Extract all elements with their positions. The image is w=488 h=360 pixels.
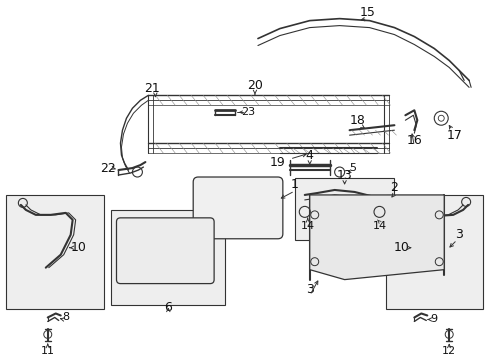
- Text: 1: 1: [290, 179, 298, 192]
- Text: 7: 7: [126, 265, 134, 275]
- Text: 2: 2: [390, 181, 398, 194]
- Text: 17: 17: [446, 129, 461, 142]
- Text: 18: 18: [349, 114, 365, 127]
- FancyBboxPatch shape: [193, 177, 282, 239]
- Text: 19: 19: [269, 156, 285, 168]
- FancyBboxPatch shape: [116, 218, 214, 284]
- Text: 21: 21: [144, 82, 160, 95]
- Text: 10: 10: [71, 241, 86, 254]
- Polygon shape: [309, 195, 443, 280]
- Text: 15: 15: [359, 6, 375, 19]
- Text: 10: 10: [393, 241, 408, 254]
- Text: 4: 4: [305, 149, 313, 162]
- Text: 6: 6: [164, 301, 172, 314]
- Text: 5: 5: [348, 163, 355, 173]
- Text: 13: 13: [336, 168, 352, 181]
- Text: 3: 3: [454, 228, 462, 241]
- Text: 8: 8: [62, 312, 69, 323]
- Bar: [294, 178, 394, 240]
- Text: 14: 14: [372, 221, 386, 231]
- Text: 20: 20: [246, 79, 263, 92]
- Bar: [110, 210, 224, 305]
- Text: 23: 23: [241, 107, 255, 117]
- Bar: [6, 195, 103, 310]
- Text: 9: 9: [430, 314, 437, 324]
- Text: 14: 14: [300, 221, 314, 231]
- Text: 16: 16: [406, 134, 421, 147]
- Bar: [386, 195, 482, 310]
- Text: 22: 22: [100, 162, 115, 175]
- Text: 11: 11: [41, 346, 55, 356]
- Text: 12: 12: [441, 346, 455, 356]
- Text: 3: 3: [305, 283, 313, 296]
